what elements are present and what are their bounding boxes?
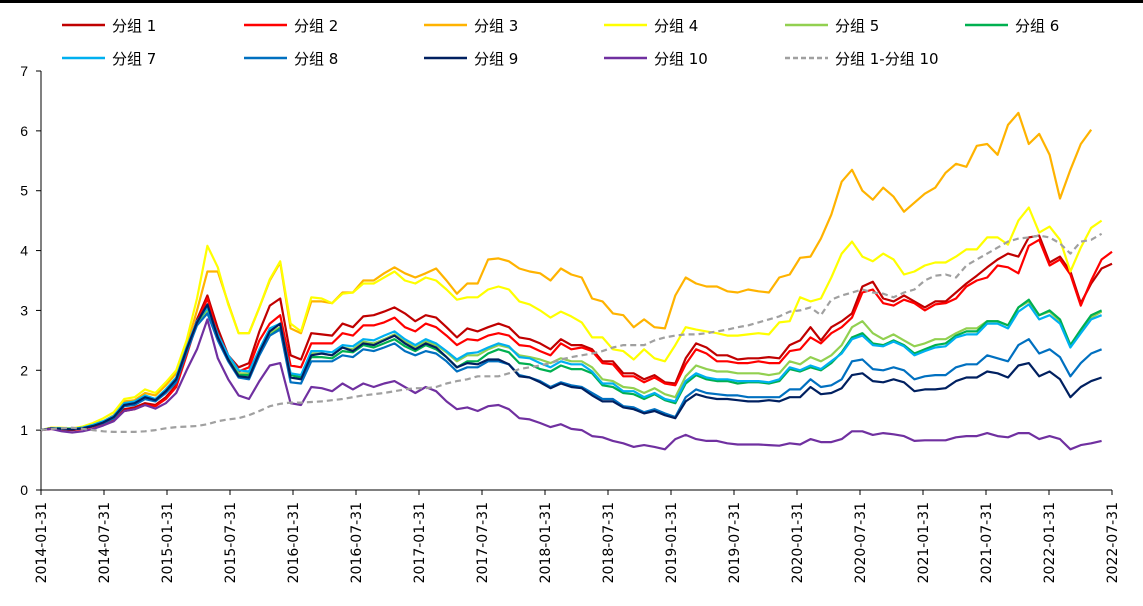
legend-item-1: 分组 1 bbox=[62, 17, 156, 35]
legend-label: 分组 9 bbox=[474, 50, 518, 68]
legend-item-11: 分组 1-分组 10 bbox=[785, 50, 939, 68]
legend-label: 分组 7 bbox=[112, 50, 156, 68]
legend-label: 分组 5 bbox=[835, 17, 879, 35]
legend: 分组 1 分组 2 分组 3 分组 4 分组 5 分组 6 分组 7 分组 8 分组 9 分组 1… bbox=[62, 17, 1059, 68]
x-tick-label: 2016-01-31 bbox=[286, 502, 302, 583]
axes bbox=[40, 71, 1112, 491]
series-line-9 bbox=[40, 303, 1102, 432]
legend-item-3: 分组 3 bbox=[424, 17, 518, 35]
series-line-4 bbox=[40, 206, 1103, 432]
x-tick-label: 2020-01-31 bbox=[790, 502, 806, 583]
x-tick-label: 2015-07-31 bbox=[223, 502, 239, 583]
y-tick-label: 2 bbox=[20, 362, 28, 378]
x-tick-label: 2014-07-31 bbox=[97, 502, 113, 583]
y-tick-label: 1 bbox=[20, 422, 28, 438]
legend-label: 分组 2 bbox=[294, 17, 338, 35]
x-tick-label: 2021-07-31 bbox=[979, 502, 995, 583]
legend-item-5: 分组 5 bbox=[785, 17, 879, 35]
legend-item-4: 分组 4 bbox=[604, 17, 698, 35]
legend-label: 分组 6 bbox=[1015, 17, 1059, 35]
legend-label: 分组 10 bbox=[654, 50, 708, 68]
series-line-3 bbox=[40, 111, 1093, 432]
legend-label: 分组 3 bbox=[474, 17, 518, 35]
y-ticks: 0 1 2 3 4 5 6 7 bbox=[20, 63, 41, 498]
x-tick-label: 2020-07-31 bbox=[853, 502, 869, 583]
legend-item-2: 分组 2 bbox=[244, 17, 338, 35]
legend-item-7: 分组 7 bbox=[62, 50, 156, 68]
x-tick-label: 2019-07-31 bbox=[727, 502, 743, 583]
x-ticks: 2014-01-31 2014-07-31 2015-01-31 2015-07-31… bbox=[34, 490, 1121, 583]
x-tick-label: 2019-01-31 bbox=[664, 502, 680, 583]
legend-item-10: 分组 10 bbox=[604, 50, 708, 68]
y-tick-label: 6 bbox=[20, 123, 28, 139]
x-tick-label: 2015-01-31 bbox=[160, 502, 176, 583]
legend-item-6: 分组 6 bbox=[965, 17, 1059, 35]
series-line-10 bbox=[40, 318, 1102, 451]
x-tick-label: 2018-07-31 bbox=[601, 502, 617, 583]
series-line-1 bbox=[40, 234, 1113, 432]
x-tick-label: 2014-01-31 bbox=[34, 502, 50, 583]
legend-item-9: 分组 9 bbox=[424, 50, 518, 68]
x-tick-label: 2022-01-31 bbox=[1042, 502, 1058, 583]
x-tick-label: 2017-01-31 bbox=[412, 502, 428, 583]
y-tick-label: 4 bbox=[20, 243, 28, 259]
y-tick-label: 3 bbox=[20, 302, 28, 318]
legend-label: 分组 8 bbox=[294, 50, 338, 68]
legend-item-8: 分组 8 bbox=[244, 50, 338, 68]
y-tick-label: 5 bbox=[20, 183, 28, 199]
x-tick-label: 2017-07-31 bbox=[475, 502, 491, 583]
y-tick-label: 7 bbox=[20, 63, 28, 79]
x-tick-label: 2016-07-31 bbox=[349, 502, 365, 583]
series-group bbox=[40, 111, 1113, 451]
x-tick-label: 2022-07-31 bbox=[1105, 502, 1121, 583]
x-tick-label: 2018-01-31 bbox=[538, 502, 554, 583]
legend-label: 分组 4 bbox=[654, 17, 698, 35]
top-border bbox=[0, 0, 1143, 3]
series-line-8 bbox=[40, 312, 1103, 432]
x-tick-label: 2021-01-31 bbox=[916, 502, 932, 583]
legend-label: 分组 1-分组 10 bbox=[835, 50, 939, 68]
y-tick-label: 0 bbox=[20, 482, 28, 498]
legend-label: 分组 1 bbox=[112, 17, 156, 35]
